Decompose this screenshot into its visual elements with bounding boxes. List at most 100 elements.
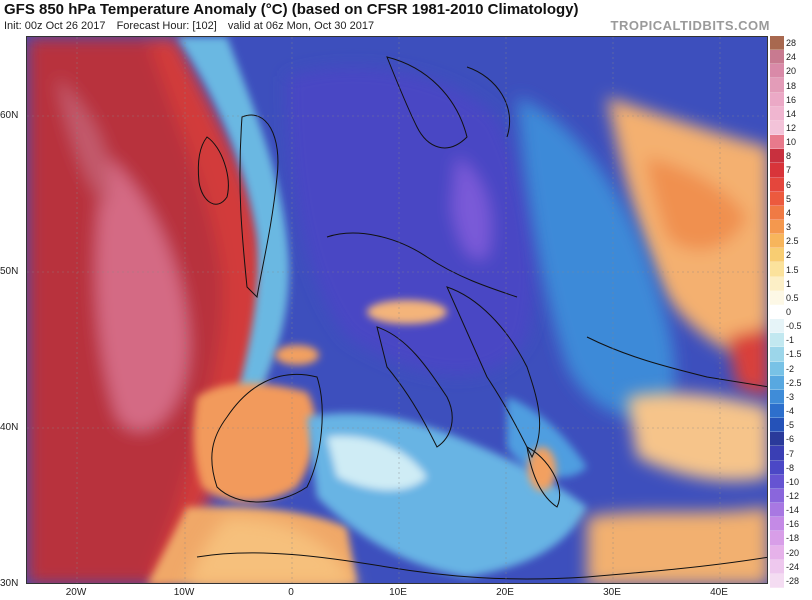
colorbar-swatch [770,446,784,461]
colorbar-level-label: 10 [786,137,797,148]
colorbar-swatch [770,163,784,178]
lon-label-10e: 10E [389,587,407,598]
colorbar-level-label: 18 [786,80,797,91]
atlantic-peak-anomaly [96,157,189,431]
colorbar-level-label: 16 [786,94,797,105]
colorbar-level-label: -5 [786,420,795,431]
colorbar-level-label: 3 [786,222,792,233]
colorbar-level-label: -12 [786,491,800,501]
colorbar-swatch [770,149,784,164]
header: GFS 850 hPa Temperature Anomaly (°C) (ba… [0,0,812,36]
colorbar-swatch [770,50,784,65]
colorbar-swatch [770,262,784,277]
colorbar-level-label: 12 [786,123,797,133]
valid-time: valid at 06z Mon, Oct 30 2017 [227,20,375,32]
colorbar-legend: 28 24 20 18 16 14 12 10 8 7 6 5 4 3 2.5 2 1.5 1 0.5 0 -0.5 -1… [770,36,810,588]
anomaly-map [26,36,768,584]
colorbar-swatch [770,361,784,376]
colorbar-swatch [770,319,784,334]
colorbar-level-label: -8 [786,462,795,473]
colorbar-swatch [770,191,784,206]
colorbar-level-label: 1.5 [786,264,799,275]
lon-label-40e: 40E [710,587,728,598]
brand-logo-text: TROPICALTIDBITS.COM [610,18,770,33]
lon-label-30e: 30E [603,587,621,598]
colorbar-swatch [770,375,784,390]
colorbar-swatch [770,488,784,504]
colorbar-swatch [770,347,784,362]
colorbar-level-label: 20 [786,66,797,77]
lon-label-10w: 10W [173,587,195,598]
forecast-hour: Forecast Hour: [102] [116,20,217,32]
colorbar-swatch [770,92,784,107]
colorbar-swatch [770,78,784,93]
colorbar-level-label: -1.5 [786,349,802,360]
colorbar-swatch [770,234,784,249]
lat-label-50n: 50N [0,266,19,277]
colorbar-swatch [770,205,784,220]
colorbar-level-label: 6 [786,179,792,190]
colorbar-swatch [770,120,784,136]
colorbar-swatch [770,418,784,433]
iberia-warm-region [193,383,316,502]
colorbar-swatch [770,220,784,235]
map-title: GFS 850 hPa Temperature Anomaly (°C) (ba… [4,1,579,18]
colorbar-level-label: 5 [786,193,792,204]
colorbar-level-label: -6 [786,434,795,445]
colorbar-level-label: -0.5 [786,321,802,332]
colorbar-level-label: 4 [786,207,792,218]
colorbar-level-label: 28 [786,38,797,49]
lat-label-40n: 40N [0,422,19,433]
colorbar-swatch [770,404,784,419]
colorbar-swatch [770,389,784,404]
colorbar-swatch [770,545,784,560]
central-europe-cold-core [287,67,536,375]
colorbar-level-label: -28 [786,575,800,586]
colorbar-level-label: 1 [786,278,792,289]
init-time: Init: 00z Oct 26 2017 [4,20,106,32]
colorbar-swatch [770,432,784,447]
graticule [27,37,767,583]
colorbar-swatch [770,333,784,348]
colorbar-level-label: 0 [786,307,792,317]
coastlines [196,56,767,580]
colorbar-level-label: -16 [786,519,800,530]
colorbar-level-label: -2 [786,363,795,374]
colorbar-swatch [770,276,784,291]
colorbar-level-label: 7 [786,165,792,176]
colorbar-level-label: 2.5 [786,236,799,247]
colorbar-swatch [770,559,784,574]
colorbar-level-label: -1 [786,335,795,346]
lat-label-30n: 30N [0,578,19,589]
colorbar-swatch [770,177,784,192]
colorbar-level-label: -3 [786,391,795,402]
colorbar-level-label: -4 [786,406,795,417]
colorbar-level-label: 8 [786,151,792,162]
map-subtitle: Init: 00z Oct 26 2017 Forecast Hour: [10… [4,20,382,32]
colorbar-swatch [770,36,784,51]
lon-label-20w: 20W [65,587,87,598]
colorbar-level-label: -7 [786,448,795,459]
colorbar-level-label: -20 [786,547,800,558]
colorbar-level-label: -10 [786,476,800,487]
colorbar-level-label: 24 [786,52,797,63]
colorbar-swatch [770,304,784,320]
colorbar-swatch [770,474,784,489]
colorbar-swatch [770,460,784,475]
map-graphic [27,37,767,583]
colorbar-swatch [770,248,784,263]
colorbar-level-label: -2.5 [786,377,802,388]
lat-label-60n: 60N [0,110,19,121]
colorbar-level-label: -14 [786,505,800,516]
colorbar-swatch [770,503,784,518]
colorbar-swatch [770,517,784,532]
colorbar-swatch [770,290,784,305]
colorbar-swatch [770,573,784,588]
colorbar-swatch [770,64,784,79]
colorbar-swatch [770,531,784,546]
colorbar-swatch [770,106,784,121]
colorbar-level-label: -18 [786,533,800,544]
colorbar-level-label: 0.5 [786,292,799,303]
colorbar-swatch [770,135,784,150]
lon-label-0: 0 [288,587,294,598]
